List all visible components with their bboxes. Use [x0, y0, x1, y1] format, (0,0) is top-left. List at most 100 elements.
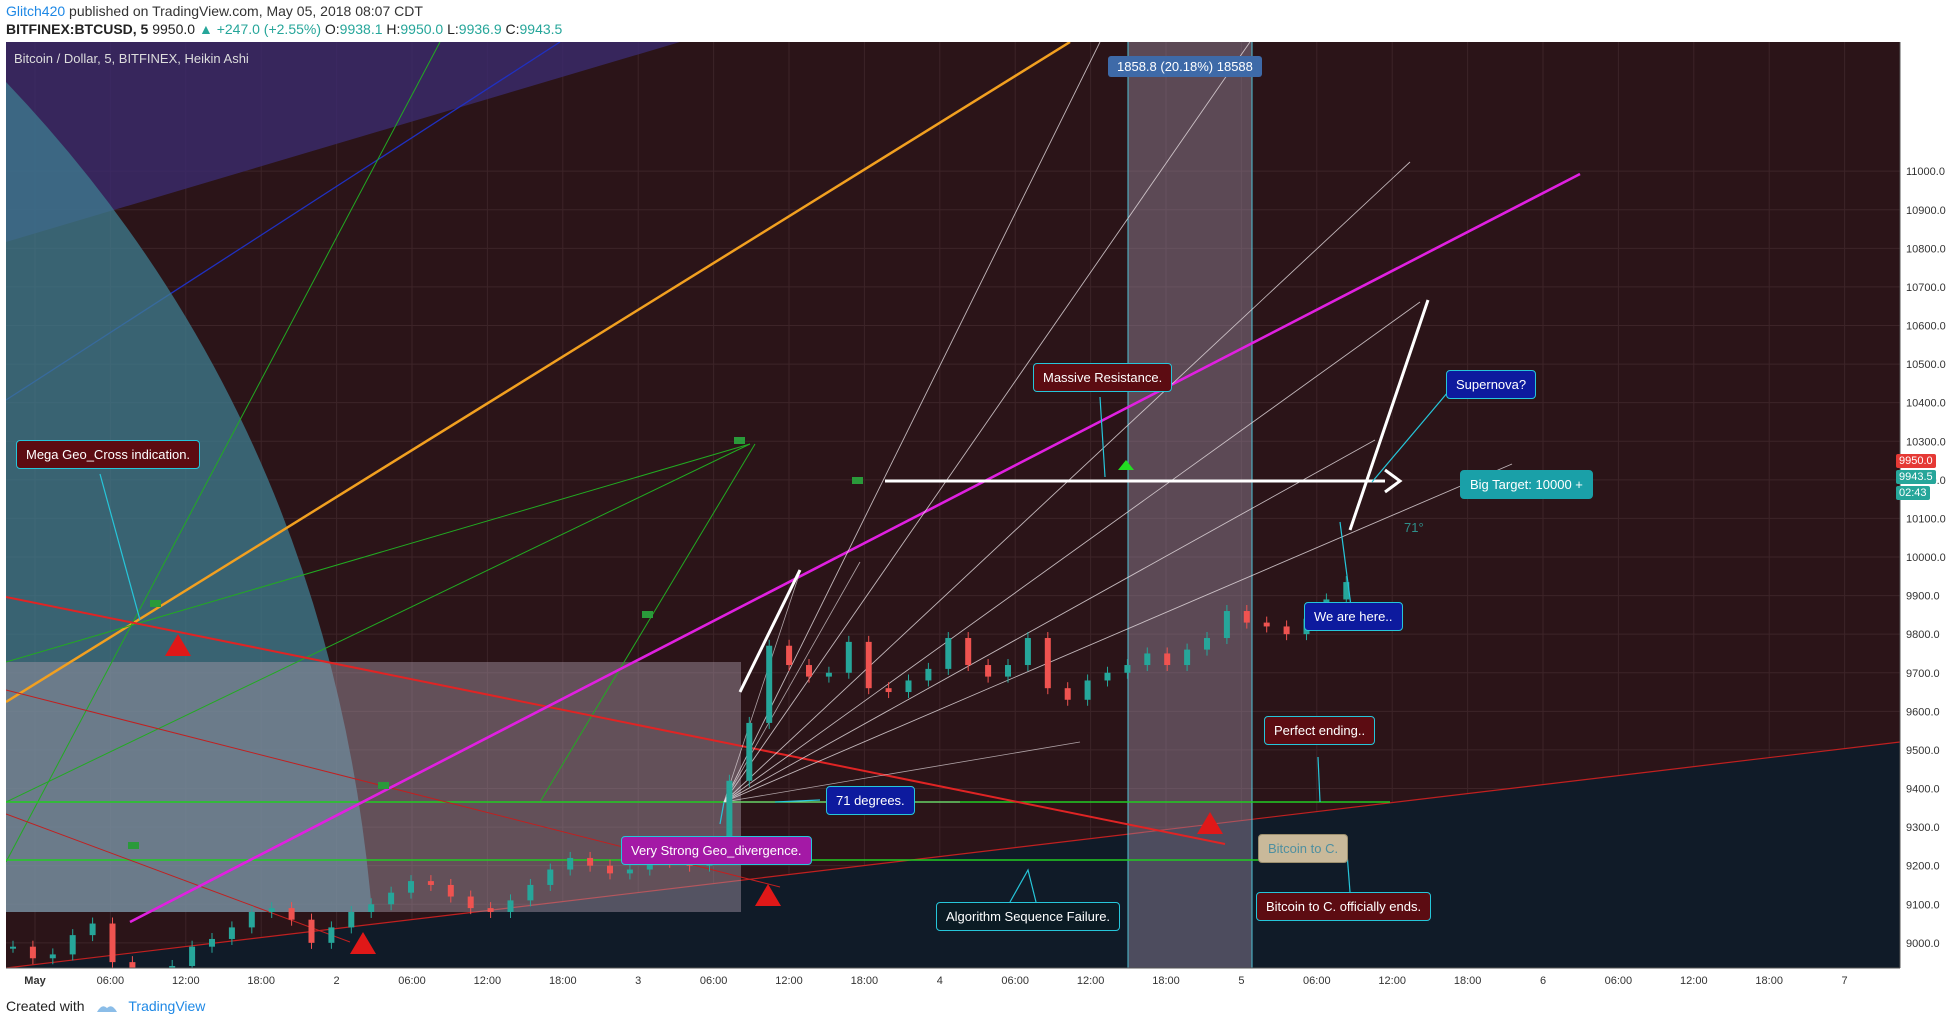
x-tick-label: 12:00 [474, 975, 502, 987]
y-tick-label: 9400.0 [1906, 784, 1940, 796]
x-tick-label: 12:00 [1378, 975, 1406, 987]
candle [567, 857, 574, 870]
x-tick-label: 6 [1540, 975, 1546, 987]
candle [965, 638, 972, 666]
candle [69, 935, 76, 955]
callout-we-are-here: We are here.. [1304, 602, 1403, 631]
callout-big-target: Big Target: 10000 + [1460, 470, 1593, 499]
candle [109, 923, 116, 963]
magenta-trendline [129, 172, 1581, 924]
warnings [165, 634, 1223, 954]
callout-algorithm-failure: Algorithm Sequence Failure. [936, 902, 1121, 931]
candle [209, 938, 215, 947]
candle [487, 908, 494, 912]
flags [128, 437, 863, 849]
green-ray-3 [6, 443, 751, 803]
candle [746, 722, 753, 781]
upper-purple-zone [6, 42, 680, 242]
y-tick-label: 10900.0 [1906, 205, 1946, 217]
o-label: O: [324, 21, 340, 37]
candle [945, 638, 952, 669]
candle [1204, 638, 1210, 650]
published-line: Glitch420 published on TradingView.com, … [6, 3, 423, 19]
candle [825, 672, 832, 677]
projection-line [1348, 299, 1430, 531]
measure-label: 1858.8 (20.18%) 18588 [1108, 56, 1262, 77]
candle [169, 965, 176, 968]
candle [1084, 680, 1091, 700]
candle [1164, 653, 1171, 666]
y-tick-label: 10500.0 [1906, 359, 1946, 371]
fan-line [723, 571, 801, 803]
x-tick-label: 06:00 [1605, 975, 1633, 987]
candle [1024, 638, 1031, 666]
symbol[interactable]: BITFINEX:BTCUSD, 5 [6, 21, 149, 37]
warning-icon [350, 932, 376, 954]
candles [10, 576, 1350, 968]
candle [268, 908, 275, 912]
y-tick-label: 10400.0 [1906, 398, 1946, 410]
candle [726, 780, 733, 855]
y-tick-label: 10300.0 [1906, 436, 1946, 448]
callout-mega-geo-cross: Mega Geo_Cross indication. [16, 440, 201, 469]
fan-line [723, 439, 1376, 803]
x-tick-label: 18:00 [1454, 975, 1482, 987]
y-tick-label: 10100.0 [1906, 513, 1946, 525]
h-label: H: [386, 21, 401, 37]
candle [228, 927, 235, 939]
candle [1144, 653, 1151, 666]
candle [1064, 688, 1071, 700]
y-tick-label: 9200.0 [1906, 861, 1940, 873]
candle [1343, 582, 1350, 600]
candle [845, 641, 852, 673]
candle [1263, 622, 1270, 627]
author-link[interactable]: Glitch420 [6, 3, 66, 19]
x-tick-label: 18:00 [549, 975, 577, 987]
last-price: 9950.0 [152, 21, 196, 37]
candle [786, 645, 793, 666]
y-tick-label: 9600.0 [1906, 706, 1940, 718]
green-ray-1 [6, 42, 441, 863]
candle [368, 904, 375, 912]
fan-line [723, 301, 1421, 803]
x-tick-label: 2 [334, 975, 340, 987]
y-tick-label: 9100.0 [1906, 899, 1940, 911]
x-tick-label: 12:00 [1077, 975, 1105, 987]
candle [766, 645, 773, 723]
x-tick-label: 4 [937, 975, 943, 987]
y-tick-label: 11000.0 [1906, 166, 1945, 178]
tradingview-link[interactable]: TradingView [128, 998, 206, 1014]
warning-icon [1197, 812, 1223, 834]
fan-line [723, 463, 1513, 803]
candle [905, 680, 912, 693]
candle [89, 923, 96, 936]
candle [427, 881, 434, 885]
x-tick-label: 18:00 [1755, 975, 1783, 987]
close-price-tag: 9943.5 [1896, 470, 1936, 484]
y-tick-label: 10700.0 [1906, 282, 1946, 294]
candle [527, 884, 534, 901]
candle [1124, 665, 1131, 673]
x-tick-label: 5 [1238, 975, 1244, 987]
candle [806, 665, 812, 677]
candle [1104, 672, 1111, 681]
x-tick-label: 12:00 [1680, 975, 1708, 987]
orange-trendline [6, 42, 1071, 704]
y-tick-label: 9500.0 [1906, 745, 1940, 757]
x-tick-label: 06:00 [1001, 975, 1029, 987]
callout-bitcoin-to-c-ends: Bitcoin to C. officially ends. [1256, 892, 1432, 921]
up-arrow-icon [1118, 460, 1134, 470]
candle [507, 900, 514, 912]
y-tick-label: 9900.0 [1906, 591, 1940, 603]
callout-71-degrees: 71 degrees. [826, 786, 915, 815]
ohlc-line: BITFINEX:BTCUSD, 5 9950.0 ▲ +247.0 (+2.5… [6, 21, 562, 37]
candle [626, 869, 633, 874]
candle [447, 884, 454, 897]
red-thin-2 [6, 813, 351, 943]
candle [408, 881, 414, 893]
flag-icon [150, 600, 161, 607]
x-tick-label: 18:00 [247, 975, 275, 987]
angle-label: 71° [1404, 520, 1424, 535]
y-tick-label: 10000.0 [1906, 552, 1946, 564]
chart-canvas[interactable]: 11000.0 10900.0 10800.0 10700.0 10600.0 10500… [0, 42, 1958, 990]
